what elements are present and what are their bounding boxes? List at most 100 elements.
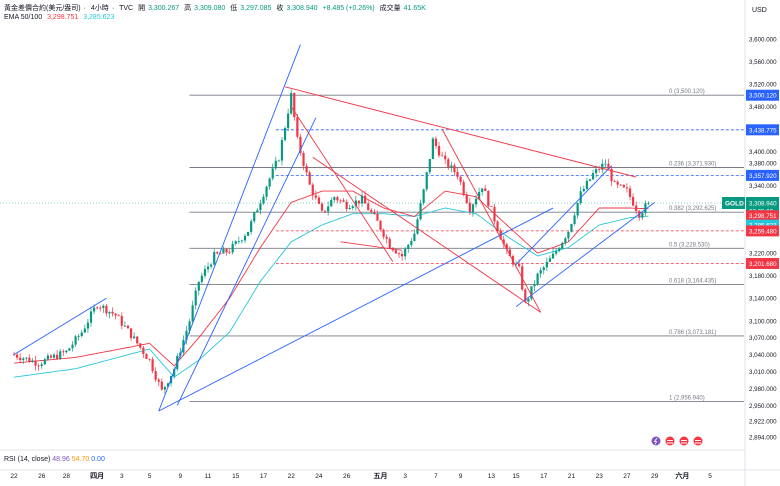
candle-body[interactable] xyxy=(12,354,16,356)
candle-body[interactable] xyxy=(502,239,505,245)
candle-body[interactable] xyxy=(333,197,336,201)
candle-body[interactable] xyxy=(598,169,601,170)
trend-line[interactable] xyxy=(158,207,554,412)
candle-body[interactable] xyxy=(450,165,453,168)
ema-legend[interactable]: EMA 50/100 3,298.751 3,285.623 xyxy=(4,14,117,21)
candle-body[interactable] xyxy=(536,273,539,285)
candle-body[interactable] xyxy=(364,195,367,204)
candle-body[interactable] xyxy=(80,332,83,337)
candle-body[interactable] xyxy=(610,168,613,182)
candle-body[interactable] xyxy=(185,330,188,340)
candle-body[interactable] xyxy=(160,381,163,390)
candle-body[interactable] xyxy=(194,290,197,306)
candle-body[interactable] xyxy=(142,347,145,354)
trend-line[interactable] xyxy=(290,106,394,262)
candle-body[interactable] xyxy=(582,189,585,192)
candle-body[interactable] xyxy=(43,359,46,365)
candle-body[interactable] xyxy=(296,117,299,137)
candle-body[interactable] xyxy=(437,146,441,156)
candle-body[interactable] xyxy=(216,252,219,254)
candle-body[interactable] xyxy=(163,386,167,390)
candle-body[interactable] xyxy=(379,220,382,230)
candle-body[interactable] xyxy=(647,203,650,204)
candle-body[interactable] xyxy=(49,355,53,358)
candle-body[interactable] xyxy=(336,197,339,201)
trend-line[interactable] xyxy=(284,86,637,178)
candle-body[interactable] xyxy=(219,253,222,255)
candle-body[interactable] xyxy=(108,311,111,314)
candle-body[interactable] xyxy=(493,206,496,222)
candle-body[interactable] xyxy=(200,275,203,282)
candle-body[interactable] xyxy=(299,136,302,153)
candle-body[interactable] xyxy=(385,236,388,239)
candle-body[interactable] xyxy=(588,179,592,181)
candle-body[interactable] xyxy=(625,187,629,189)
candle-body[interactable] xyxy=(327,206,330,212)
candle-body[interactable] xyxy=(323,210,327,212)
candle-body[interactable] xyxy=(397,253,401,255)
candle-body[interactable] xyxy=(561,242,564,249)
candle-body[interactable] xyxy=(474,198,478,205)
candle-body[interactable] xyxy=(68,348,71,351)
candle-body[interactable] xyxy=(46,355,49,360)
trend-line[interactable] xyxy=(441,128,542,313)
candle-body[interactable] xyxy=(133,336,136,339)
candle-body[interactable] xyxy=(360,195,364,204)
candle-body[interactable] xyxy=(203,269,207,276)
trend-line[interactable] xyxy=(340,241,403,251)
candle-body[interactable] xyxy=(305,165,308,173)
candle-body[interactable] xyxy=(71,344,74,349)
candle-body[interactable] xyxy=(40,364,43,367)
candle-body[interactable] xyxy=(505,244,508,250)
candle-body[interactable] xyxy=(228,252,231,254)
candle-body[interactable] xyxy=(188,321,191,331)
candle-body[interactable] xyxy=(490,206,493,208)
candle-body[interactable] xyxy=(65,350,68,353)
candle-body[interactable] xyxy=(428,159,431,173)
candle-body[interactable] xyxy=(527,298,530,302)
candle-body[interactable] xyxy=(222,248,225,254)
candle-body[interactable] xyxy=(283,128,287,141)
candle-body[interactable] xyxy=(558,248,561,252)
candle-body[interactable] xyxy=(148,358,151,360)
candle-body[interactable] xyxy=(31,360,34,362)
candle-body[interactable] xyxy=(311,184,314,196)
candle-body[interactable] xyxy=(425,172,428,190)
candle-body[interactable] xyxy=(210,264,213,267)
candle-body[interactable] xyxy=(462,181,465,195)
candle-body[interactable] xyxy=(102,305,105,309)
candles[interactable] xyxy=(12,89,650,395)
candle-body[interactable] xyxy=(136,336,139,344)
candle-body[interactable] xyxy=(271,168,274,179)
candle-body[interactable] xyxy=(250,221,253,232)
candle-body[interactable] xyxy=(524,289,527,302)
candle-body[interactable] xyxy=(613,181,616,182)
candle-body[interactable] xyxy=(628,188,632,197)
candle-body[interactable] xyxy=(25,357,28,359)
candle-body[interactable] xyxy=(604,163,607,165)
candle-body[interactable] xyxy=(622,185,625,188)
candle-body[interactable] xyxy=(96,307,99,309)
trend-channels[interactable] xyxy=(13,44,655,412)
candle-body[interactable] xyxy=(308,172,311,185)
candle-body[interactable] xyxy=(19,357,22,361)
candle-body[interactable] xyxy=(357,200,361,204)
candle-body[interactable] xyxy=(37,365,40,367)
candle-body[interactable] xyxy=(173,369,176,376)
candle-body[interactable] xyxy=(99,307,102,309)
candle-body[interactable] xyxy=(576,203,579,216)
candle-body[interactable] xyxy=(487,191,490,207)
candle-body[interactable] xyxy=(191,305,194,322)
candle-body[interactable] xyxy=(468,202,471,212)
candle-body[interactable] xyxy=(15,354,19,358)
candle-body[interactable] xyxy=(330,200,333,207)
candle-body[interactable] xyxy=(268,178,271,187)
candle-body[interactable] xyxy=(444,155,447,160)
candle-body[interactable] xyxy=(400,253,404,257)
candle-body[interactable] xyxy=(157,379,160,382)
candle-body[interactable] xyxy=(496,221,499,231)
candle-body[interactable] xyxy=(206,266,210,270)
candle-body[interactable] xyxy=(83,328,86,333)
candle-body[interactable] xyxy=(339,200,342,202)
